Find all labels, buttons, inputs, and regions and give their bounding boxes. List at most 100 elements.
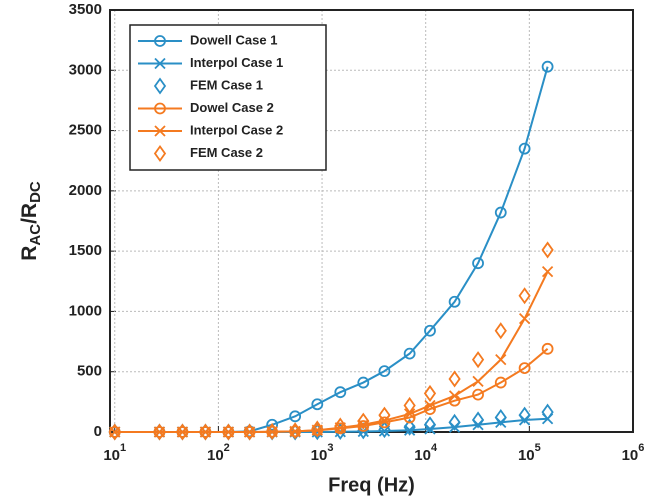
marker <box>424 324 436 337</box>
marker <box>518 362 531 374</box>
x-tick-label: 106 <box>622 442 645 464</box>
legend-label: Dowel Case 2 <box>190 100 274 115</box>
marker <box>518 142 531 155</box>
marker <box>494 322 507 340</box>
marker <box>518 313 531 325</box>
marker <box>423 416 437 434</box>
marker <box>289 422 302 440</box>
x-tick-base: 10 <box>414 447 431 464</box>
legend-label: Interpol Case 1 <box>190 55 283 70</box>
marker <box>334 417 347 435</box>
y-label-part: R <box>18 246 41 261</box>
marker <box>266 418 279 431</box>
marker <box>378 421 391 439</box>
marker <box>518 287 531 305</box>
marker <box>403 396 416 415</box>
marker <box>494 408 507 427</box>
marker <box>448 390 461 402</box>
x-tick-exponent: 1 <box>120 442 126 454</box>
marker <box>243 423 256 441</box>
marker <box>334 386 347 399</box>
x-tick-exponent: 5 <box>535 442 541 454</box>
marker <box>471 411 485 429</box>
marker <box>176 423 189 441</box>
marker <box>541 241 554 259</box>
x-tick-base: 10 <box>311 447 328 464</box>
x-tick-label: 102 <box>207 442 230 464</box>
marker <box>448 370 461 388</box>
marker <box>423 384 437 402</box>
y-tick-label: 2500 <box>69 122 102 139</box>
legend-box <box>129 24 327 171</box>
x-tick-base: 10 <box>518 447 535 464</box>
y-tick-label: 2000 <box>69 182 102 199</box>
marker <box>541 342 554 355</box>
marker <box>222 423 235 441</box>
y-label-part: /R <box>18 203 41 224</box>
y-tick-label: 500 <box>77 363 102 380</box>
marker <box>403 347 416 360</box>
legend-marker <box>153 77 167 95</box>
marker <box>357 419 369 431</box>
marker <box>448 413 461 431</box>
marker <box>472 388 484 401</box>
marker <box>541 266 554 278</box>
x-tick-base: 10 <box>207 447 224 464</box>
legend-label: FEM Case 2 <box>190 145 263 160</box>
marker <box>472 257 484 270</box>
legend-marker <box>154 102 166 115</box>
legend-marker <box>154 35 166 47</box>
marker <box>357 376 370 389</box>
marker <box>495 354 507 366</box>
marker <box>494 376 507 389</box>
marker <box>471 351 485 369</box>
marker <box>403 418 416 436</box>
y-label-part: AC <box>27 224 44 246</box>
x-tick-exponent: 6 <box>638 442 644 454</box>
y-tick-label: 3000 <box>69 61 102 78</box>
x-tick-label: 103 <box>311 442 334 464</box>
x-tick-exponent: 3 <box>327 442 333 454</box>
y-tick-label: 1000 <box>69 302 102 319</box>
marker <box>404 424 416 436</box>
marker <box>311 398 324 411</box>
marker <box>472 375 484 387</box>
y-label-part: DC <box>27 181 44 203</box>
x-tick-base: 10 <box>103 447 120 464</box>
marker <box>266 422 279 440</box>
legend-marker <box>154 57 166 70</box>
marker <box>448 295 461 308</box>
marker <box>494 206 507 219</box>
legend-marker <box>154 125 166 137</box>
marker <box>424 399 436 412</box>
legend-label: FEM Case 1 <box>190 77 263 92</box>
marker <box>424 403 436 415</box>
y-tick-label: 1500 <box>69 242 102 259</box>
x-tick-exponent: 2 <box>224 442 230 454</box>
x-tick-base: 10 <box>622 447 639 464</box>
marker <box>378 365 391 378</box>
x-tick-label: 101 <box>103 442 126 464</box>
marker <box>108 423 121 441</box>
marker <box>311 420 324 438</box>
x-tick-exponent: 4 <box>431 442 438 454</box>
x-axis-label: Freq (Hz) <box>328 474 415 496</box>
marker <box>289 410 302 423</box>
marker <box>518 406 531 424</box>
marker <box>357 412 370 430</box>
legend-label: Interpol Case 2 <box>190 122 283 137</box>
marker <box>541 60 554 73</box>
legend-label: Dowell Case 1 <box>190 32 277 47</box>
marker <box>199 423 212 441</box>
y-tick-label: 3500 <box>69 1 102 18</box>
marker <box>378 406 391 424</box>
legend-marker <box>153 144 167 163</box>
y-axis-label: RAC/RDC <box>18 181 44 261</box>
x-tick-label: 104 <box>414 442 438 464</box>
y-tick-label: 0 <box>94 423 102 440</box>
marker <box>541 403 554 421</box>
marker <box>153 423 166 441</box>
x-tick-label: 105 <box>518 442 541 464</box>
